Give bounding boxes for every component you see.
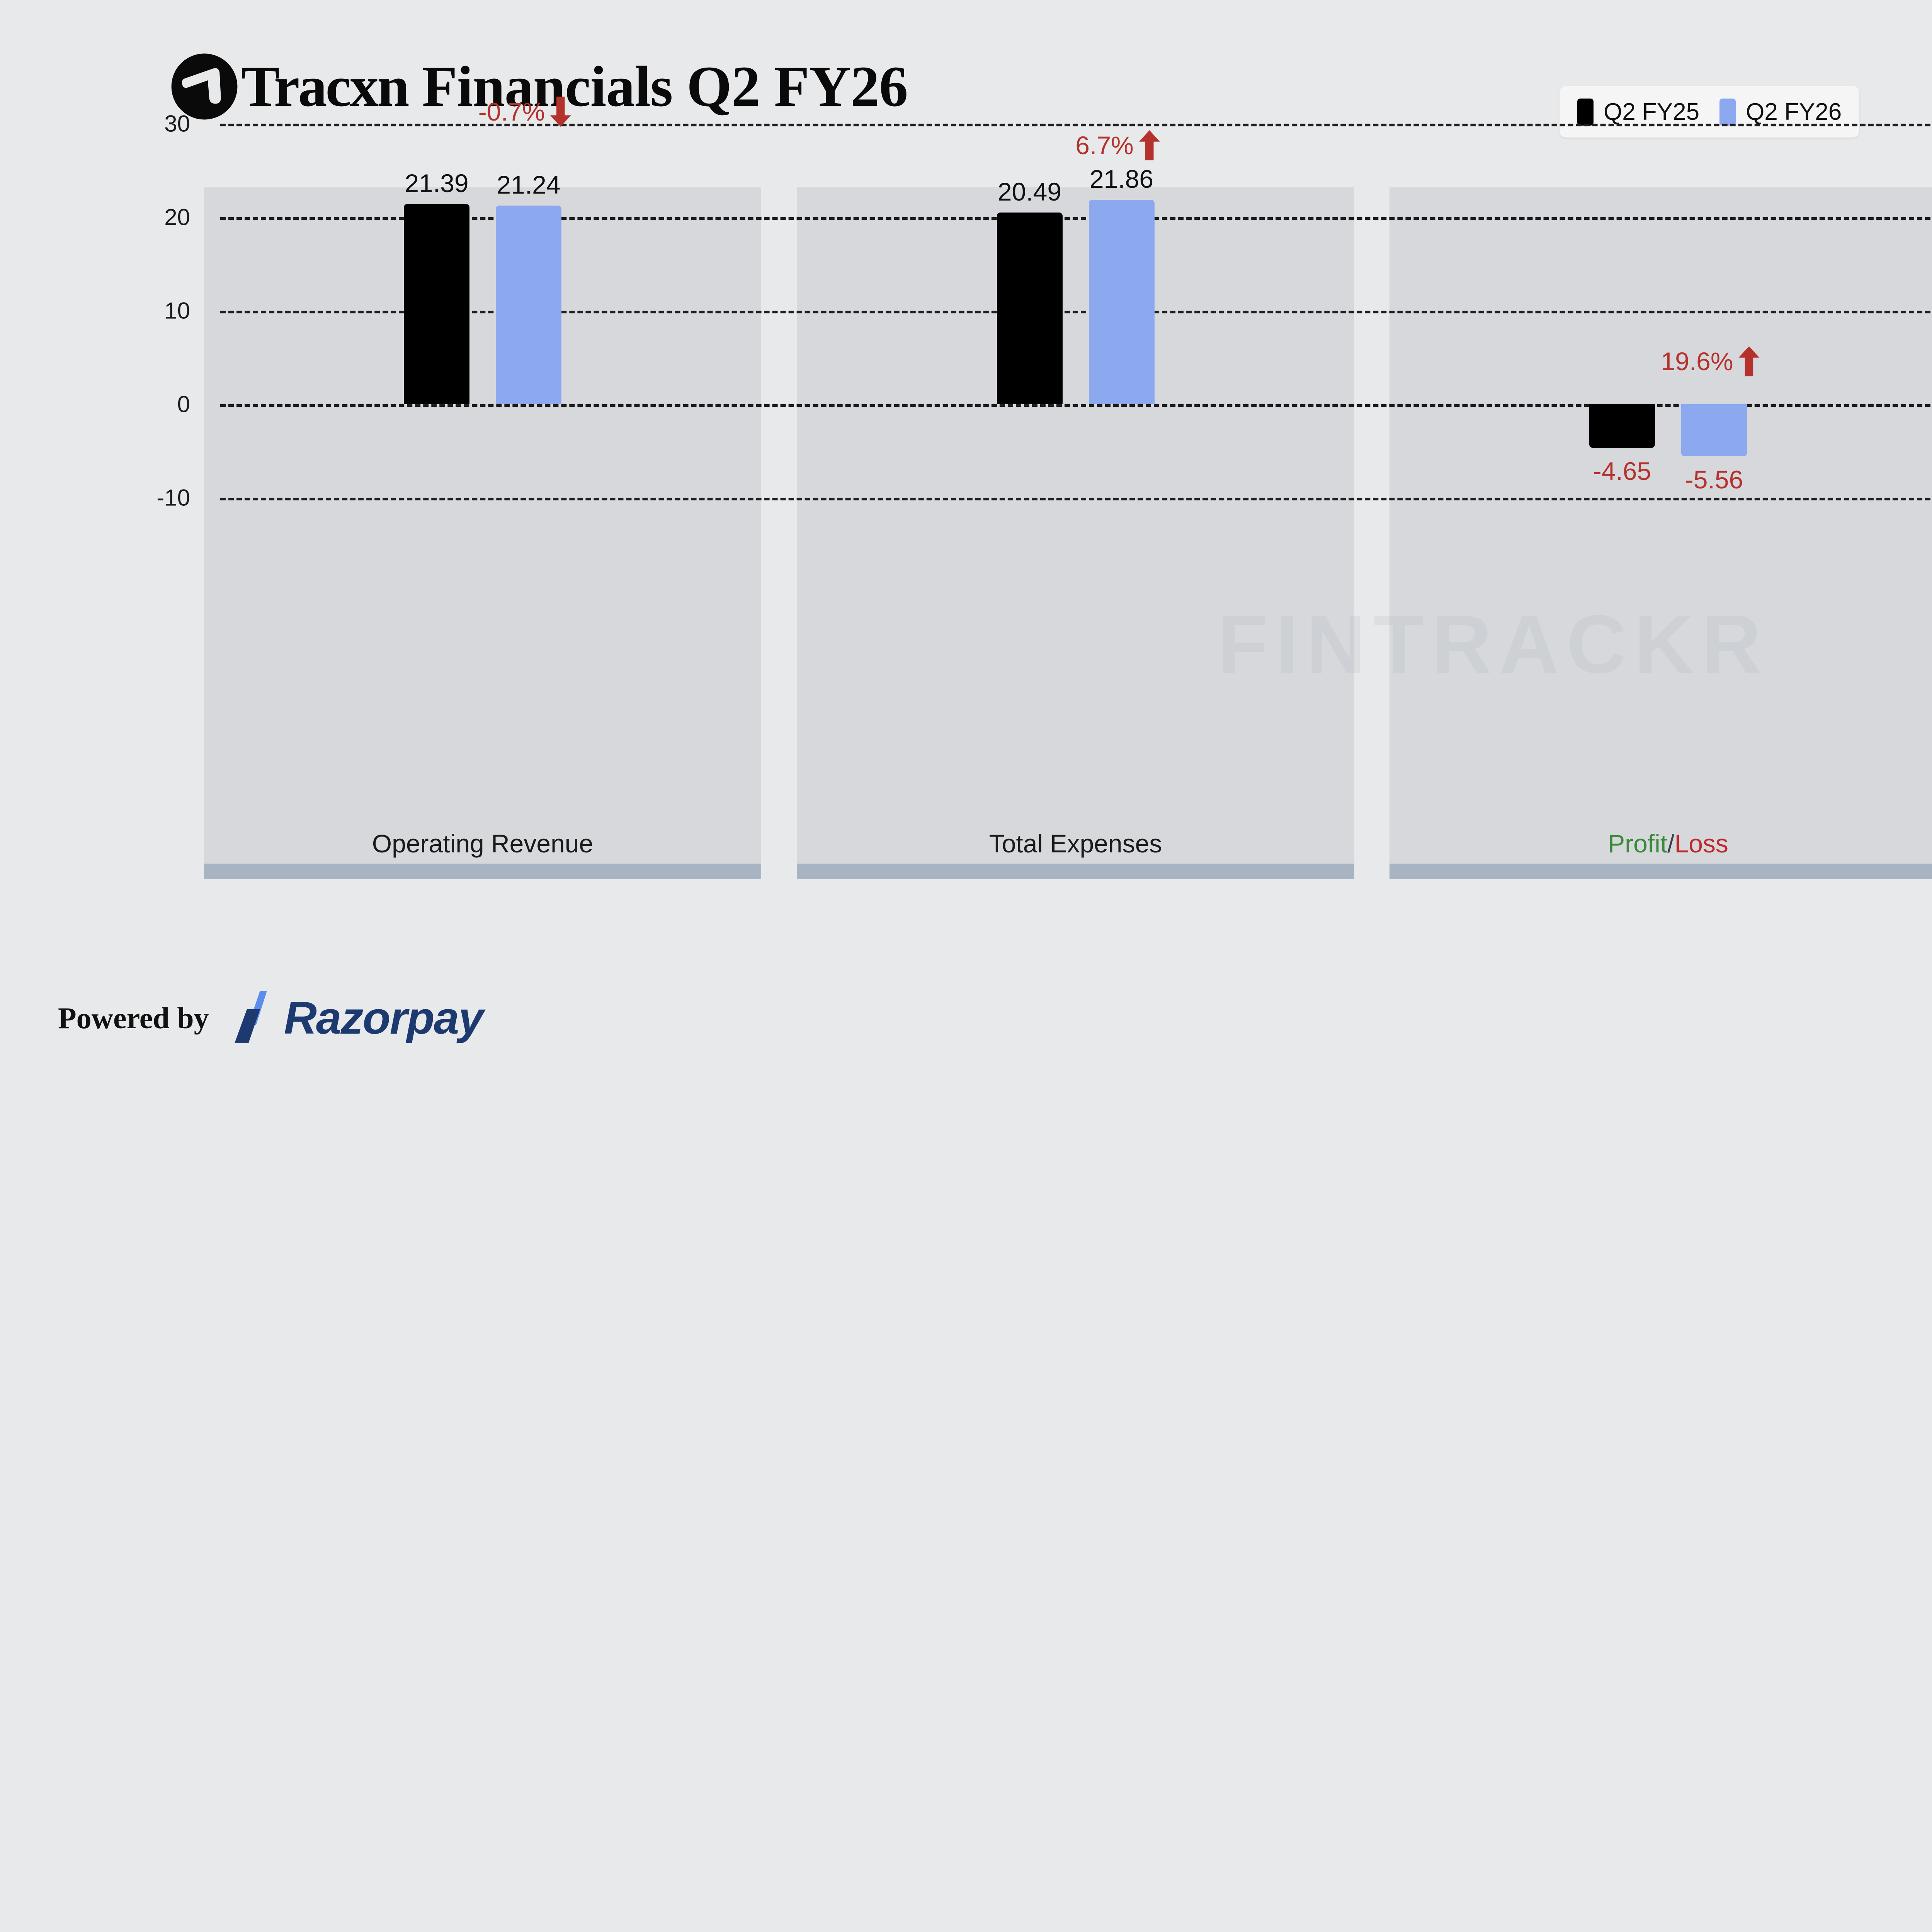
bar[interactable] [1681, 404, 1747, 456]
profit-word: Profit [1608, 829, 1668, 858]
gridline [220, 311, 1932, 313]
bar[interactable] [1088, 199, 1155, 404]
footer: Powered by Razorpay Source : NSE FINTRAC… [0, 943, 1932, 1095]
y-axis-tick-label: 10 [164, 298, 190, 324]
panel-footer-bar [1389, 864, 1932, 879]
bar-value-label: -4.65 [1593, 456, 1651, 485]
bar[interactable] [404, 204, 469, 404]
brand-name: Tracxn [241, 54, 409, 119]
y-axis-tick-label: -10 [156, 485, 190, 511]
chart-panel-operating-revenue [204, 187, 761, 879]
bar[interactable] [496, 205, 561, 404]
y-axis-tick-label: 0 [177, 391, 190, 417]
brand-block: Tracxn Financials Q2 FY26 [170, 52, 908, 121]
gridline [220, 404, 1932, 407]
percent-change-text: 6.7% [1075, 131, 1134, 160]
category-label: Profit/Loss [1608, 829, 1728, 858]
category-label: Total Expenses [989, 829, 1162, 858]
bar-value-label: 21.86 [1089, 165, 1154, 193]
panel-footer-bar [204, 864, 761, 879]
bar-value-label: 21.39 [405, 169, 469, 198]
page-title: Tracxn Financials Q2 FY26 [241, 53, 908, 120]
arrow-up-icon [1139, 130, 1160, 160]
arrow-up-icon [1738, 346, 1760, 376]
legend-swatch-icon [1577, 98, 1594, 126]
gridline [220, 498, 1932, 500]
bar-value-label: 20.49 [997, 177, 1062, 206]
powered-by-label: Powered by [58, 1001, 209, 1035]
razorpay-wordmark: Razorpay [284, 993, 484, 1044]
bar-value-label: -5.56 [1685, 465, 1743, 494]
y-axis-tick-label: 30 [164, 111, 190, 137]
y-axis-tick-label: 20 [164, 204, 190, 230]
chart-panel-total-expenses [797, 187, 1354, 879]
legend-label: Q2 FY26 [1746, 99, 1842, 125]
legend-label: Q2 FY25 [1604, 99, 1700, 125]
legend-swatch-icon [1719, 98, 1736, 126]
chart-panel-profit-loss [1389, 187, 1932, 879]
bar-value-label: 21.24 [497, 170, 561, 199]
percent-change-annotation: -0.7% [478, 97, 571, 127]
legend-item-q2fy26[interactable]: Q2 FY26 [1719, 98, 1842, 126]
legend-item-q2fy25[interactable]: Q2 FY25 [1577, 98, 1699, 126]
percent-change-annotation: 6.7% [1075, 130, 1160, 160]
gridline [220, 217, 1932, 220]
percent-change-text: -0.7% [478, 97, 545, 126]
percent-change-annotation: 19.6% [1661, 346, 1760, 376]
percent-change-text: 19.6% [1661, 347, 1733, 376]
powered-by-block: Powered by Razorpay [58, 989, 484, 1047]
category-label: Operating Revenue [372, 829, 594, 858]
bar[interactable] [997, 213, 1063, 404]
label-separator: / [1667, 829, 1675, 858]
chart-legend: Q2 FY25 Q2 FY26 [1560, 86, 1860, 138]
razorpay-arrow-logo [234, 991, 267, 1043]
arrow-down-icon [550, 97, 571, 127]
loss-word: Loss [1674, 829, 1728, 858]
bar[interactable] [1589, 404, 1655, 448]
gridline [220, 124, 1932, 126]
header: Tracxn Financials Q2 FY26 Q2 FY25 Q2 FY2… [0, 0, 1932, 170]
panel-footer-bar [797, 864, 1354, 879]
tracxn-circle-arrow-logo [171, 53, 238, 120]
razorpay-logo: Razorpay [231, 989, 484, 1047]
title-suffix: Financials Q2 FY26 [422, 54, 908, 119]
